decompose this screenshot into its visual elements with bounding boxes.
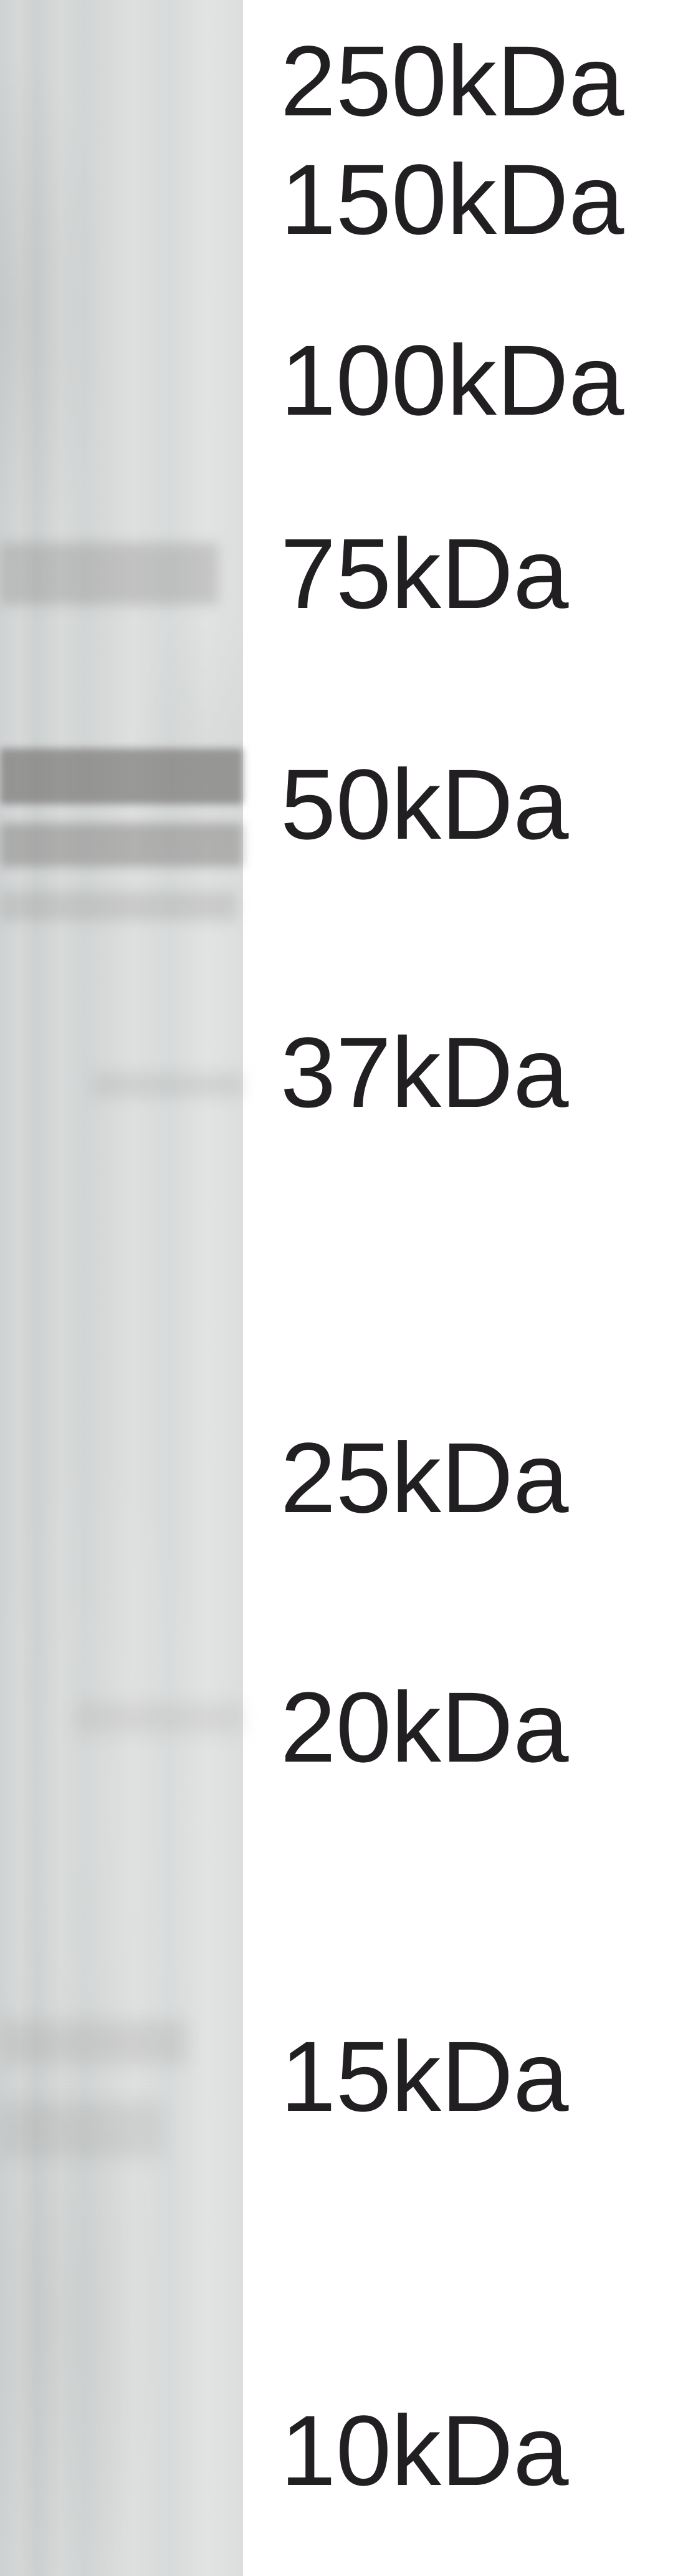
blot-band xyxy=(0,892,237,920)
mw-label-250: 250kDa xyxy=(280,24,624,138)
molecular-weight-labels: 250kDa150kDa 100kDa 75kDa 50kDa 37kDa 25kDa 20… xyxy=(243,0,673,2576)
mw-label-37: 37kDa xyxy=(280,1015,569,1130)
blot-band xyxy=(0,2020,187,2064)
mw-label-75: 75kDa xyxy=(280,516,569,631)
mw-label-100: 100kDa xyxy=(280,323,624,438)
blot-band xyxy=(93,1073,243,1097)
mw-label-10: 10kDa xyxy=(280,2393,569,2508)
blot-background xyxy=(0,0,243,2576)
mw-label-150: 150kDa xyxy=(280,142,624,257)
blot-band xyxy=(0,748,243,804)
blot-band xyxy=(75,1702,243,1734)
mw-label-15: 15kDa xyxy=(280,2019,569,2134)
blot-band xyxy=(0,2101,162,2158)
blot-band xyxy=(0,543,218,605)
blot-lane xyxy=(0,0,243,2576)
mw-label-25: 25kDa xyxy=(280,1421,569,1535)
mw-label-20: 20kDa xyxy=(280,1670,569,1785)
western-blot-figure: 250kDa150kDa 100kDa 75kDa 50kDa 37kDa 25kDa 20… xyxy=(0,0,673,2576)
mw-label-50: 50kDa xyxy=(280,747,569,862)
blot-band xyxy=(0,823,243,867)
